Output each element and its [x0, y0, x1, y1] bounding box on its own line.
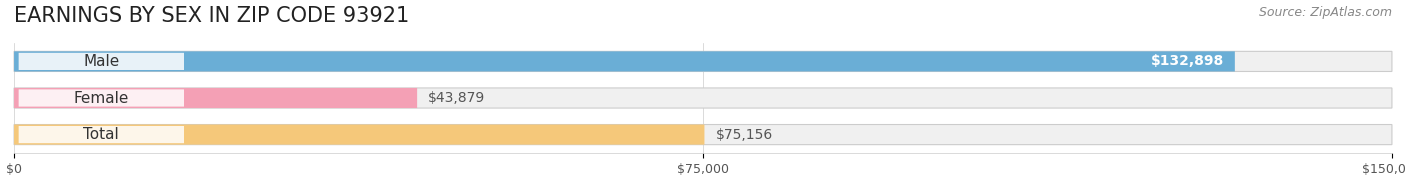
FancyBboxPatch shape	[18, 89, 184, 107]
FancyBboxPatch shape	[14, 51, 1392, 72]
Text: $132,898: $132,898	[1150, 54, 1223, 68]
Text: Total: Total	[83, 127, 120, 142]
Text: Male: Male	[83, 54, 120, 69]
FancyBboxPatch shape	[14, 51, 1234, 72]
FancyBboxPatch shape	[14, 88, 1392, 108]
FancyBboxPatch shape	[14, 124, 704, 145]
Text: $43,879: $43,879	[429, 91, 485, 105]
Text: Female: Female	[73, 91, 129, 105]
FancyBboxPatch shape	[14, 124, 1392, 145]
FancyBboxPatch shape	[14, 88, 418, 108]
FancyBboxPatch shape	[18, 53, 184, 70]
Text: Source: ZipAtlas.com: Source: ZipAtlas.com	[1258, 6, 1392, 19]
FancyBboxPatch shape	[18, 126, 184, 143]
Text: EARNINGS BY SEX IN ZIP CODE 93921: EARNINGS BY SEX IN ZIP CODE 93921	[14, 6, 409, 26]
Text: $75,156: $75,156	[716, 128, 773, 142]
